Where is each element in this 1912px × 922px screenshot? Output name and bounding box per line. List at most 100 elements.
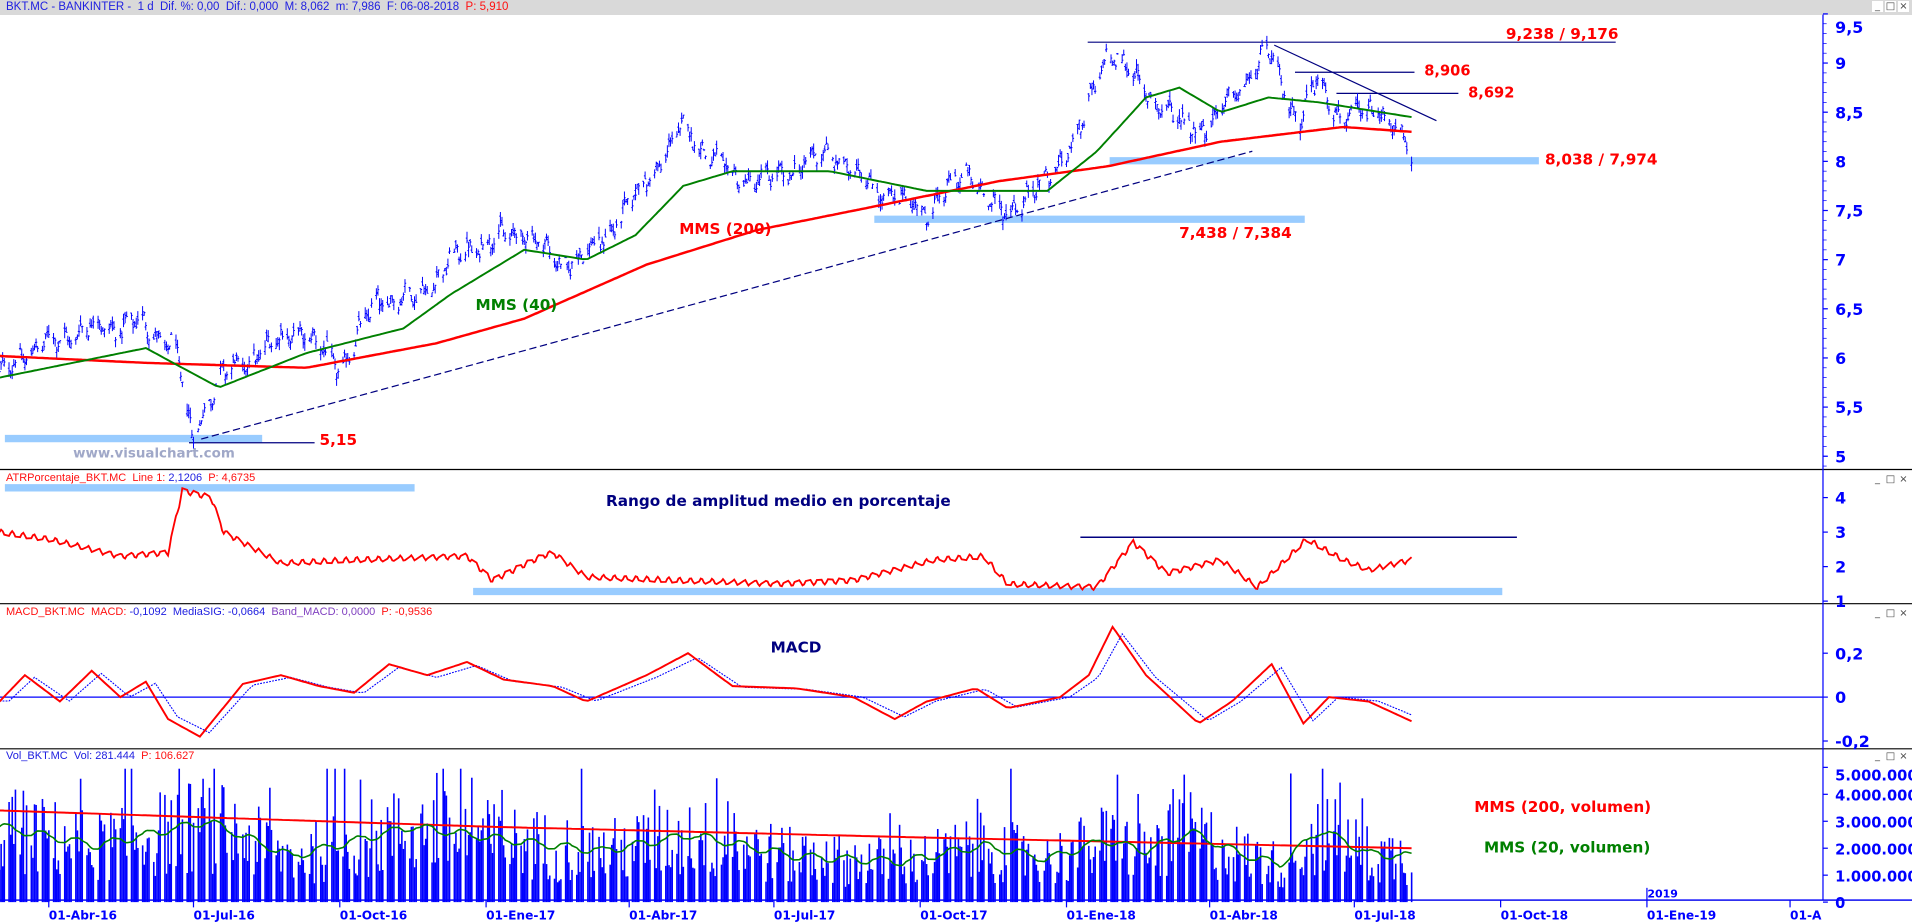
price-bar [309,333,313,344]
close-button[interactable]: × [1898,1,1909,12]
volume-bar [676,853,678,903]
price-bar [670,131,674,144]
price-bar [7,362,11,377]
price-bar [678,127,682,136]
volume-bar [892,849,895,903]
close-button[interactable]: × [1898,474,1909,485]
price-bar [1105,43,1108,53]
macd-axis-tick-label: 0,2 [1835,644,1863,663]
price-bar [154,327,157,337]
price-bar [158,331,162,338]
volume-bar [1067,880,1069,903]
maximize-button[interactable]: □ [1885,751,1896,762]
title-info: BKT.MC - BANKINTER - 1 d Dif. %: 0,00 Di… [6,1,466,13]
volume-bar [1033,854,1036,903]
volume-bar [1227,856,1230,903]
price-axis-tick-label: 7 [1835,251,1846,270]
volume-bar [1390,850,1392,903]
price-bar [909,198,912,209]
price-bar [87,335,90,341]
price-bar [185,403,189,417]
price-bar [821,149,825,162]
volume-bar [35,804,37,903]
price-bar [608,219,612,232]
volume-bar [54,802,56,903]
price-bar [856,158,860,171]
price-bar [411,301,415,308]
volume-bar [1391,838,1394,903]
price-bar [386,296,389,306]
volume-bar [782,843,785,903]
volume-bar [167,821,169,903]
price-bar [176,339,179,354]
price-bar [866,179,869,189]
minimize-button[interactable]: _ [1872,751,1883,762]
minimize-button[interactable]: _ [1872,474,1883,485]
price-bar [942,196,946,207]
volume-bar [849,858,852,903]
volume-bar [226,852,228,903]
price-bar [1305,84,1308,99]
volume-bar [876,849,879,903]
volume-bar [111,847,114,903]
price-bar [486,239,489,245]
volume-bar [793,870,796,903]
volume-axis-tick-label: 1.000.000 [1835,868,1912,885]
volume-bar [921,860,923,903]
volume-axis-tick-label: 0 [1835,895,1845,912]
price-bar [742,179,745,187]
volume-name: Vol_BKT.MC Vol: 281.444 [6,750,136,762]
minimize-button[interactable]: _ [1872,608,1883,619]
volume-bar [1358,836,1360,903]
price-bar [30,347,33,356]
price-bar [664,153,667,163]
price-bar [588,243,591,257]
volume-bar [553,878,556,903]
volume-bar [744,868,747,903]
volume-bar [746,836,748,903]
price-bar [131,319,135,334]
price-bar [642,180,645,188]
close-button[interactable]: × [1898,751,1909,762]
volume-bar [1105,810,1108,903]
price-bar [779,162,782,167]
volume-bar [458,848,460,903]
maximize-button[interactable]: □ [1885,474,1896,485]
price-bar [982,192,986,198]
volume-bar [854,845,856,903]
macd-title: MACD [771,638,822,656]
price-bar [1359,110,1362,122]
price-bar [677,122,680,134]
price-bar [869,169,873,180]
volume-bar [591,827,594,903]
volume-bar [1094,846,1096,903]
volume-bar [1221,839,1224,903]
close-button[interactable]: × [1898,608,1909,619]
price-bar [1116,52,1119,55]
volume-bar [533,818,535,903]
volume-bar [936,828,939,903]
price-bar [689,127,693,142]
price-bar [820,154,823,167]
price-bar [814,153,817,157]
price-bar [133,321,136,328]
price-bar [968,164,971,176]
price-bar [553,257,556,268]
maximize-button[interactable]: □ [1885,1,1896,12]
volume-bar [393,793,395,903]
price-bar [289,340,292,350]
volume-bar [1261,884,1263,903]
minimize-button[interactable]: _ [1872,1,1883,12]
volume-bar [642,815,645,903]
volume-bar [502,845,505,903]
volume-bar [1289,773,1292,903]
volume-bar [1269,882,1271,903]
volume-bar [67,846,69,903]
price-bar [1222,104,1226,114]
price-bar [1058,149,1062,158]
price-bar [635,183,639,189]
maximize-button[interactable]: □ [1885,608,1896,619]
price-bar [198,420,202,426]
price-bar [1376,107,1380,119]
price-bar [74,337,78,345]
